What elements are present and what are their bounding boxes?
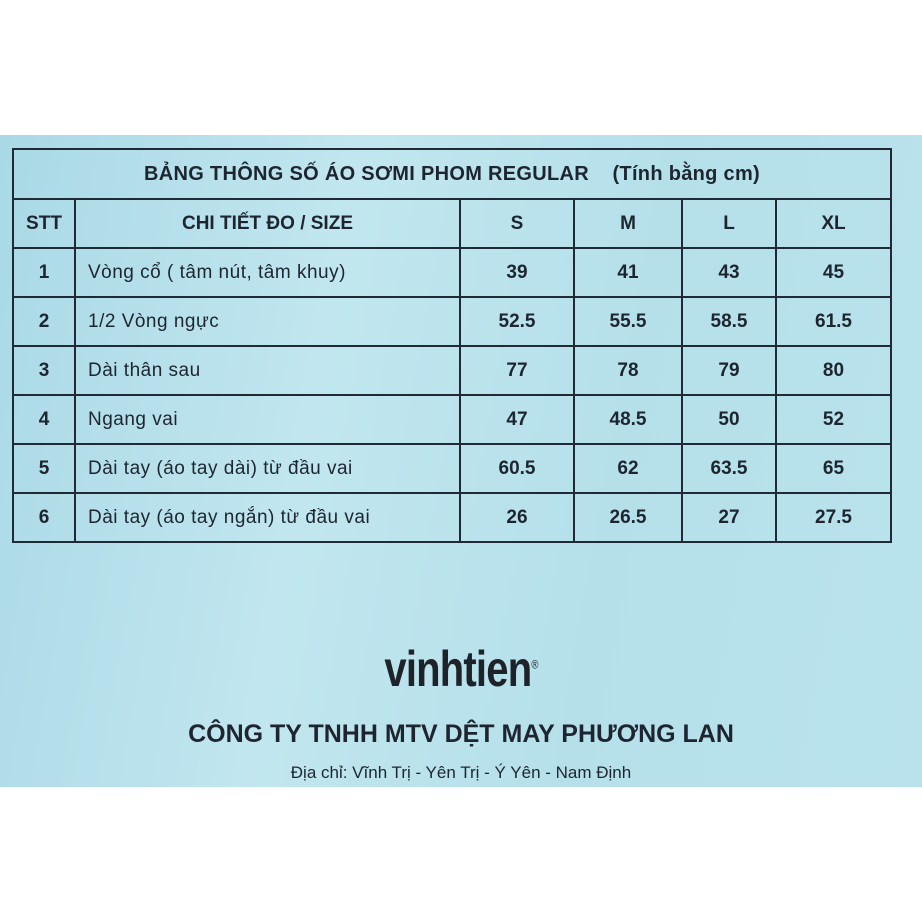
- size-value: 52: [775, 394, 892, 445]
- size-value: 48.5: [573, 394, 683, 445]
- size-table: BẢNG THÔNG SỐ ÁO SƠMI PHOM REGULAR (Tính…: [12, 148, 892, 543]
- size-value: 55.5: [573, 296, 683, 347]
- size-value: 26.5: [573, 492, 683, 543]
- measurement-name: 1/2 Vòng ngực: [74, 296, 461, 347]
- unit-text: (Tính bằng cm): [612, 162, 760, 185]
- header-row: STT CHI TIẾT ĐO / SIZE S M L XL: [12, 198, 892, 249]
- brand-logo: vinhtien®: [92, 640, 830, 698]
- size-value: 77: [459, 345, 575, 396]
- size-value: 63.5: [681, 443, 777, 494]
- size-value: 61.5: [775, 296, 892, 347]
- row-number: 2: [12, 296, 76, 347]
- table-title: BẢNG THÔNG SỐ ÁO SƠMI PHOM REGULAR (Tính…: [12, 148, 892, 200]
- size-value: 41: [573, 247, 683, 298]
- table-row: 6 Dài tay (áo tay ngắn) từ đầu vai 26 26.5 2…: [12, 492, 892, 543]
- measurement-name: Ngang vai: [74, 394, 461, 445]
- size-value: 27.5: [775, 492, 892, 543]
- title-text: BẢNG THÔNG SỐ ÁO SƠMI PHOM REGULAR: [143, 162, 590, 185]
- table-row: 4 Ngang vai 47 48.5 50 52: [12, 394, 892, 445]
- company-name: CÔNG TY TNHH MTV DỆT MAY PHƯƠNG LAN: [188, 720, 734, 748]
- size-value: 45: [775, 247, 892, 298]
- size-value: 80: [775, 345, 892, 396]
- table-row: 5 Dài tay (áo tay dài) từ đầu vai 60.5 62 63…: [12, 443, 892, 494]
- row-number: 3: [12, 345, 76, 396]
- size-value: 65: [775, 443, 892, 494]
- size-chart-photo: BẢNG THÔNG SỐ ÁO SƠMI PHOM REGULAR (Tính…: [0, 135, 922, 787]
- header-s: S: [459, 198, 575, 249]
- measurement-name: Dài tay (áo tay ngắn) từ đầu vai: [74, 492, 461, 543]
- row-number: 4: [12, 394, 76, 445]
- table-row: 3 Dài thân sau 77 78 79 80: [12, 345, 892, 396]
- table-row: 1 Vòng cổ ( tâm nút, tâm khuy) 39 41 43 45: [12, 247, 892, 298]
- size-value: 78: [573, 345, 683, 396]
- size-value: 79: [681, 345, 777, 396]
- size-value: 27: [681, 492, 777, 543]
- company-address: Địa chỉ: Vĩnh Trị - Yên Trị - Ý Yên - Na…: [290, 763, 632, 782]
- size-value: 52.5: [459, 296, 575, 347]
- registered-mark: ®: [531, 657, 538, 672]
- measurement-name: Vòng cổ ( tâm nút, tâm khuy): [74, 247, 461, 298]
- table-row: 2 1/2 Vòng ngực 52.5 55.5 58.5 61.5: [12, 296, 892, 347]
- size-value: 26: [459, 492, 575, 543]
- row-number: 5: [12, 443, 76, 494]
- size-value: 60.5: [459, 443, 575, 494]
- header-l: L: [681, 198, 777, 249]
- measurement-name: Dài thân sau: [74, 345, 461, 396]
- size-value: 39: [459, 247, 575, 298]
- size-value: 62: [573, 443, 683, 494]
- size-value: 58.5: [681, 296, 777, 347]
- row-number: 6: [12, 492, 76, 543]
- measurement-name: Dài tay (áo tay dài) từ đầu vai: [74, 443, 461, 494]
- row-number: 1: [12, 247, 76, 298]
- size-value: 43: [681, 247, 777, 298]
- logo-text: vinhtien: [384, 641, 532, 697]
- header-detail: CHI TIẾT ĐO / SIZE: [74, 198, 461, 249]
- size-value: 50: [681, 394, 777, 445]
- header-m: M: [573, 198, 683, 249]
- size-value: 47: [459, 394, 575, 445]
- header-xl: XL: [775, 198, 892, 249]
- header-stt: STT: [12, 198, 76, 249]
